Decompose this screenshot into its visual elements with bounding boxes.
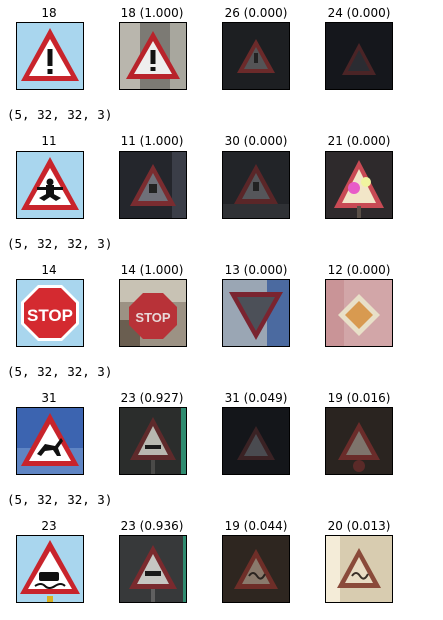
prediction-title: 14 (1.000) <box>120 263 184 277</box>
prediction-title: 18 (1.000) <box>120 6 184 20</box>
prediction-title: 21 (0.000) <box>327 134 391 148</box>
prediction-title: 23 (0.936) <box>120 519 184 533</box>
sample-sign-image <box>325 407 393 475</box>
svg-text:STOP: STOP <box>135 310 170 325</box>
input-sign-image <box>16 151 84 219</box>
prediction-title: 13 (0.000) <box>224 263 288 277</box>
input-sign-image <box>16 407 84 475</box>
sample-sign-image <box>119 151 187 219</box>
prediction-title: 11 (1.000) <box>120 134 184 148</box>
prediction-title: 12 (0.000) <box>327 263 391 277</box>
prediction-title: 19 (0.044) <box>224 519 288 533</box>
sample-sign-image <box>325 279 393 347</box>
prediction-title: 30 (0.000) <box>224 134 288 148</box>
input-sign-image: STOP <box>16 279 84 347</box>
sample-sign-image <box>119 535 187 603</box>
sample-sign-image <box>222 151 290 219</box>
sample-sign-image <box>325 151 393 219</box>
sample-sign-image <box>222 279 290 347</box>
prediction-title: 23 (0.927) <box>120 391 184 405</box>
sample-sign-image <box>325 22 393 90</box>
prediction-title: 31 (0.049) <box>224 391 288 405</box>
input-image-title: 31 <box>41 391 57 405</box>
input-sign-image <box>16 22 84 90</box>
array-shape-output: (5, 32, 32, 3) <box>7 236 113 251</box>
input-image-title: 14 <box>41 263 57 277</box>
prediction-title: 19 (0.016) <box>327 391 391 405</box>
sample-sign-image <box>222 535 290 603</box>
prediction-title: 26 (0.000) <box>224 6 288 20</box>
prediction-title: 24 (0.000) <box>327 6 391 20</box>
input-sign-image <box>16 535 84 603</box>
sample-sign-image <box>119 22 187 90</box>
sample-sign-image <box>325 535 393 603</box>
sample-sign-image <box>119 407 187 475</box>
array-shape-output: (5, 32, 32, 3) <box>7 492 113 507</box>
input-image-title: 23 <box>41 519 57 533</box>
input-image-title: 18 <box>41 6 57 20</box>
sample-sign-image <box>222 22 290 90</box>
input-image-title: 11 <box>41 134 57 148</box>
array-shape-output: (5, 32, 32, 3) <box>7 107 113 122</box>
prediction-title: 20 (0.013) <box>327 519 391 533</box>
sample-sign-image: STOP <box>119 279 187 347</box>
svg-text:STOP: STOP <box>27 306 73 325</box>
array-shape-output: (5, 32, 32, 3) <box>7 364 113 379</box>
sample-sign-image <box>222 407 290 475</box>
